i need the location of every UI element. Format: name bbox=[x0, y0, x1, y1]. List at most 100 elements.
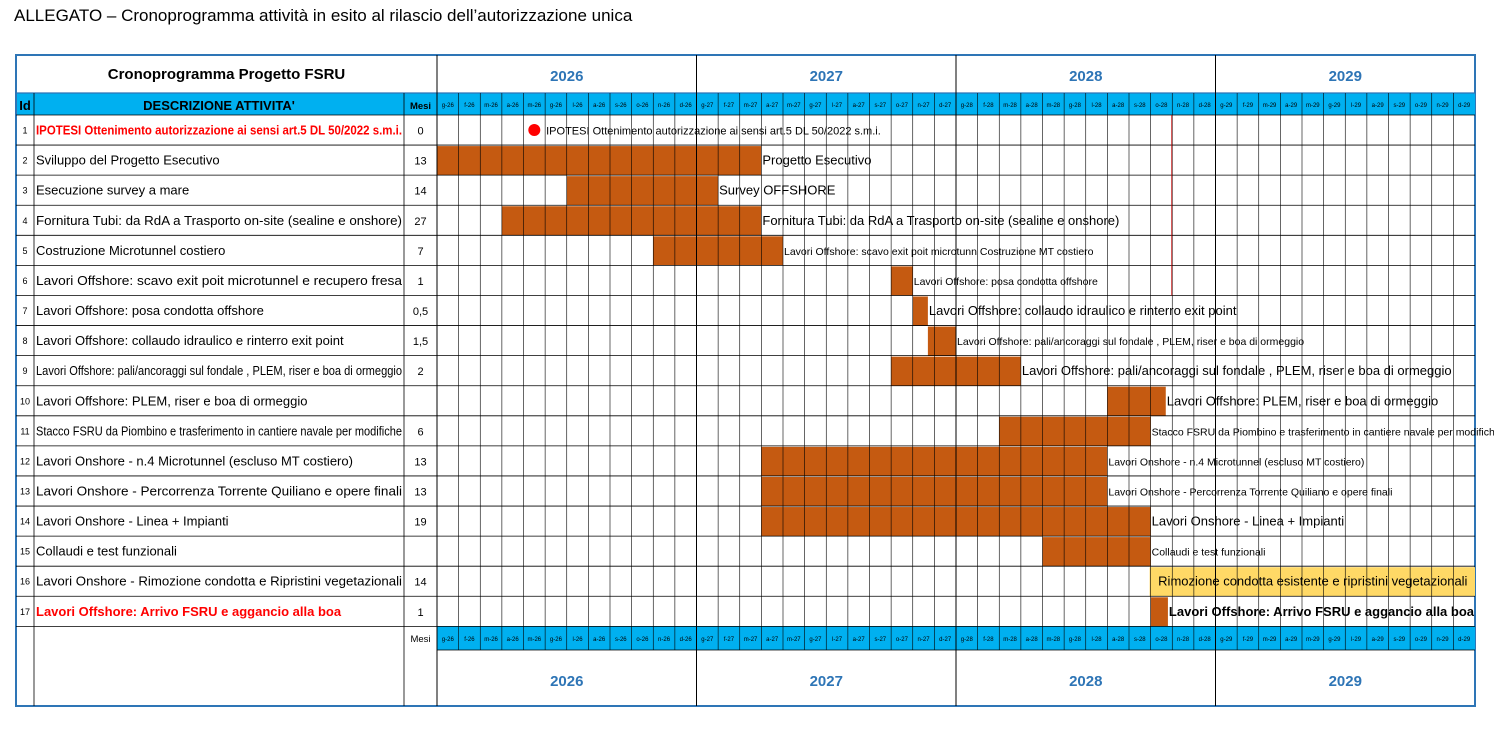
month-label-bottom: l-29 bbox=[1351, 637, 1362, 643]
month-label-bottom: a-28 bbox=[1112, 637, 1125, 643]
gantt-bar bbox=[1042, 537, 1151, 567]
month-label-top: g-27 bbox=[701, 103, 714, 109]
month-label-bottom: d-27 bbox=[939, 637, 952, 643]
bar-label: Lavori Offshore: Arrivo FSRU e aggancio … bbox=[1169, 604, 1475, 619]
activity-months: 19 bbox=[414, 517, 426, 529]
activity-months: 13 bbox=[414, 156, 426, 168]
bar-label: Lavori Offshore: pali/ancoraggi sul fond… bbox=[1022, 363, 1452, 378]
month-label-top: f-26 bbox=[464, 103, 475, 109]
month-label-top: n-26 bbox=[658, 103, 671, 109]
month-label-top: s-27 bbox=[874, 103, 886, 109]
month-label-top: n-28 bbox=[1177, 103, 1190, 109]
month-label-bottom: s-26 bbox=[615, 637, 627, 643]
month-label-bottom: m-29 bbox=[1263, 637, 1277, 643]
month-label-top: f-28 bbox=[983, 103, 994, 109]
month-label-bottom: l-28 bbox=[1092, 637, 1103, 643]
month-label-top: m-26 bbox=[527, 103, 541, 109]
activity-id: 8 bbox=[22, 336, 27, 346]
month-label-bottom: f-28 bbox=[983, 637, 994, 643]
activity-description: Lavori Offshore: posa condotta offshore bbox=[36, 303, 264, 318]
gantt-bar bbox=[1107, 386, 1166, 416]
month-label-bottom: d-28 bbox=[1199, 637, 1212, 643]
activity-description: Fornitura Tubi: da RdA a Trasporto on-si… bbox=[36, 213, 402, 228]
month-label-bottom: m-26 bbox=[527, 637, 541, 643]
activity-description: Collaudi e test funzionali bbox=[36, 544, 177, 559]
month-label-bottom: m-29 bbox=[1306, 637, 1320, 643]
month-label-bottom: l-26 bbox=[573, 637, 584, 643]
description-header: DESCRIZIONE ATTIVITA' bbox=[143, 98, 295, 113]
bar-label: Lavori Offshore: pali/ancoraggi sul fond… bbox=[957, 336, 1304, 348]
activity-months: 0 bbox=[417, 126, 423, 138]
year-label-bottom: 2029 bbox=[1329, 673, 1362, 690]
activity-id: 1 bbox=[22, 126, 27, 136]
month-label-top: m-27 bbox=[744, 103, 758, 109]
bar-label: Rimozione condotta esistente e ripristin… bbox=[1158, 574, 1467, 589]
month-label-top: n-29 bbox=[1437, 103, 1450, 109]
month-label-bottom: g-26 bbox=[442, 637, 455, 643]
month-label-bottom: a-28 bbox=[1026, 637, 1039, 643]
month-label-bottom: f-29 bbox=[1243, 637, 1254, 643]
month-label-bottom: m-28 bbox=[1003, 637, 1017, 643]
year-label-top: 2026 bbox=[550, 68, 583, 85]
activity-id: 3 bbox=[22, 186, 27, 196]
activity-months: 27 bbox=[414, 216, 426, 228]
activity-months: 2 bbox=[417, 366, 423, 378]
gantt-bar bbox=[927, 326, 956, 356]
year-label-bottom: 2026 bbox=[550, 673, 583, 690]
id-header: Id bbox=[19, 98, 31, 113]
month-label-top: d-28 bbox=[1199, 103, 1212, 109]
month-label-bottom: a-26 bbox=[507, 637, 520, 643]
activity-months: 1 bbox=[417, 276, 423, 288]
month-label-top: f-27 bbox=[724, 103, 735, 109]
month-label-top: o-26 bbox=[636, 103, 649, 109]
month-label-bottom: o-29 bbox=[1415, 637, 1428, 643]
month-label-bottom: g-28 bbox=[1069, 637, 1082, 643]
activity-description: Lavori Onshore - n.4 Microtunnel (esclus… bbox=[36, 453, 353, 468]
month-label-top: o-27 bbox=[896, 103, 909, 109]
bar-label: Lavori Onshore - n.4 Microtunnel (esclus… bbox=[1108, 456, 1364, 468]
month-label-top: l-27 bbox=[832, 103, 843, 109]
activity-description: Lavori Offshore: scavo exit poit microtu… bbox=[36, 273, 403, 288]
month-label-bottom: g-26 bbox=[550, 637, 563, 643]
activity-id: 15 bbox=[20, 547, 30, 557]
months-count-header: Mesi bbox=[410, 101, 431, 112]
month-label-bottom: d-26 bbox=[680, 637, 693, 643]
month-label-top: m-29 bbox=[1263, 103, 1277, 109]
activity-id: 6 bbox=[22, 276, 27, 286]
activity-id: 12 bbox=[20, 456, 30, 466]
month-label-bottom: s-29 bbox=[1393, 637, 1405, 643]
activity-description: Lavori Offshore: collaudo idraulico e ri… bbox=[36, 333, 344, 348]
month-label-bottom: g-29 bbox=[1328, 637, 1341, 643]
bar-label: Lavori Offshore: posa condotta offshore bbox=[914, 276, 1098, 288]
month-label-top: f-29 bbox=[1243, 103, 1254, 109]
month-label-top: l-29 bbox=[1351, 103, 1362, 109]
month-label-bottom: o-27 bbox=[896, 637, 909, 643]
activity-id: 11 bbox=[20, 426, 29, 436]
table-border bbox=[15, 54, 1476, 707]
month-label-bottom: g-27 bbox=[809, 637, 822, 643]
activity-description: Stacco FSRU da Piombino e trasferimento … bbox=[36, 423, 402, 438]
month-label-top: m-28 bbox=[1003, 103, 1017, 109]
month-label-bottom: n-28 bbox=[1177, 637, 1190, 643]
month-label-top: a-29 bbox=[1372, 103, 1385, 109]
month-label-bottom: a-27 bbox=[766, 637, 779, 643]
month-label-top: a-29 bbox=[1285, 103, 1298, 109]
month-label-top: m-29 bbox=[1306, 103, 1320, 109]
activity-description: Costruzione Microtunnel costiero bbox=[36, 243, 225, 258]
month-label-bottom: s-27 bbox=[874, 637, 886, 643]
month-label-bottom: a-29 bbox=[1285, 637, 1298, 643]
month-label-top: a-28 bbox=[1026, 103, 1039, 109]
month-label-top: n-27 bbox=[918, 103, 931, 109]
month-label-bottom: o-26 bbox=[636, 637, 649, 643]
activity-description: Sviluppo del Progetto Esecutivo bbox=[36, 153, 220, 168]
activity-months: 1,5 bbox=[413, 336, 428, 348]
month-label-top: g-28 bbox=[961, 103, 974, 109]
bar-label: Lavori Offshore: PLEM, riser e boa di or… bbox=[1167, 393, 1438, 408]
month-label-top: g-27 bbox=[809, 103, 822, 109]
month-label-top: d-27 bbox=[939, 103, 952, 109]
table-title: Cronoprogramma Progetto FSRU bbox=[108, 66, 346, 83]
month-label-bottom: g-29 bbox=[1220, 637, 1233, 643]
highlight-bar bbox=[1149, 567, 1475, 597]
gantt-bar bbox=[912, 296, 928, 326]
month-label-bottom: s-28 bbox=[1134, 637, 1146, 643]
